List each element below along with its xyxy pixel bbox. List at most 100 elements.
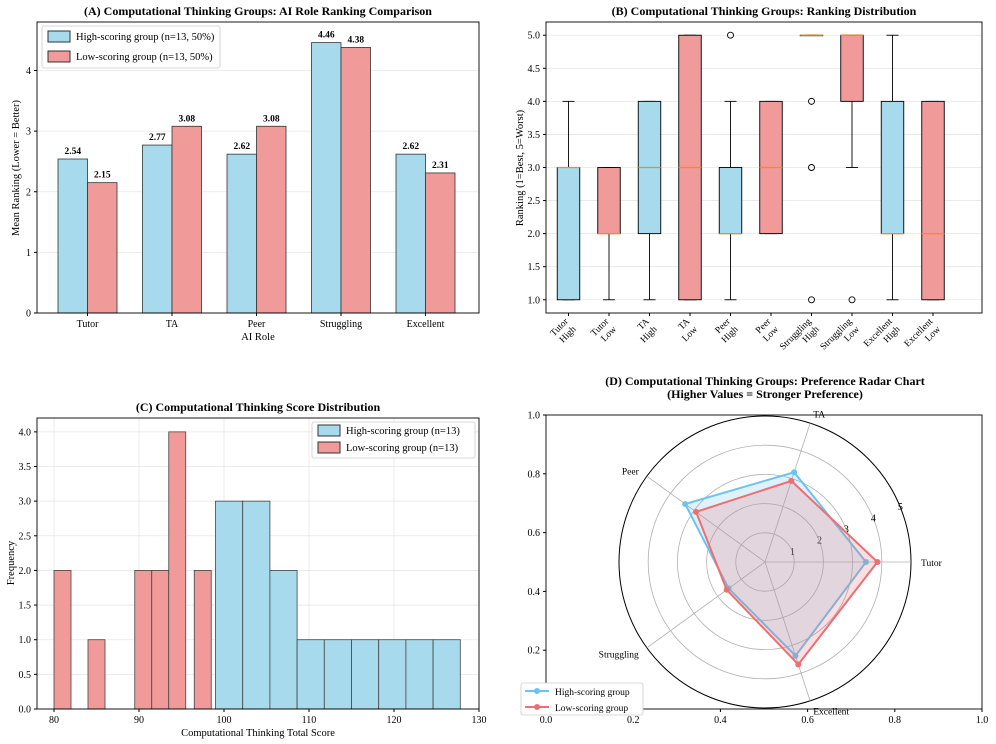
panel-d-frame: [545, 414, 983, 710]
panel-b-ylabel: Ranking (1=Best, 5=Worst): [515, 109, 526, 226]
radar-point-low: [788, 477, 795, 484]
bar-low: [171, 125, 202, 314]
radar-series-high: [683, 471, 868, 658]
hist-bar-high: [432, 639, 461, 710]
hist-bar-low: [151, 570, 170, 710]
panel-d-frame-ytick-label: 0.2: [528, 646, 541, 657]
box-low: [597, 167, 621, 235]
radar-ring-label: 4: [871, 513, 876, 524]
panel-d-frame-ytick-label: 0.6: [528, 528, 541, 539]
legend-label-low: Low-scoring group: [555, 704, 628, 714]
bar-low: [340, 47, 371, 314]
radar-spoke: [764, 423, 811, 563]
radar-ring-label: 2: [817, 536, 822, 547]
legend-label-high: High-scoring group (n=13): [346, 426, 460, 437]
legend-swatch-low: [317, 441, 341, 454]
panel-a-legend: High-scoring group (n=13, 50%) Low-scori…: [41, 25, 221, 69]
box-outlier: [808, 164, 815, 171]
radar-point-high: [863, 559, 870, 565]
radar-ring-label: 5: [898, 502, 903, 513]
radar-ring-label: 1: [790, 547, 795, 558]
panel-a-ytick-label: 2: [26, 187, 31, 198]
hist-bar-high: [215, 500, 244, 710]
hist-bar-high: [242, 500, 271, 710]
panel-d-frame-ytick-label: 1.0: [528, 411, 541, 422]
panel-a-xtick-label: Excellent: [407, 319, 445, 330]
bar-high: [311, 42, 342, 314]
bar-value-label: 4.46: [318, 31, 335, 41]
panel-d-frame-xtick-label: 0.4: [714, 715, 727, 726]
panel-c-xtick-label: 110: [302, 715, 317, 726]
bar-low: [425, 172, 456, 314]
panel-b-ytick-label: 5.0: [528, 31, 541, 42]
hist-bar-high: [405, 639, 434, 710]
panel-a-ylabel: Mean Ranking (Lower = Better): [11, 100, 22, 236]
legend-marker-low: [534, 704, 540, 710]
bar-value-label: 2.31: [432, 161, 449, 171]
legend-label-low: Low-scoring group (n=13, 50%): [76, 52, 213, 63]
panel-d-title: (D) Computational Thinking Groups: Prefe…: [605, 374, 925, 388]
panel-c-histogram: (C) Computational Thinking Score Distrib…: [6, 400, 487, 739]
panel-c-xtick-label: 120: [387, 715, 402, 726]
panel-a-frame: [36, 21, 480, 314]
box-high: [718, 167, 743, 235]
panel-d-frame-xtick-label: 0.2: [627, 715, 640, 726]
panel-d-frame-ytick-label: 0.4: [528, 587, 541, 598]
hist-bar-high: [296, 639, 325, 710]
bar-value-label: 2.62: [402, 142, 419, 152]
panel-c-legend: High-scoring group (n=13) Low-scoring gr…: [311, 421, 476, 459]
panel-a-ytick-label: 1: [26, 248, 31, 259]
panel-c-ytick-label: 0.0: [19, 705, 32, 716]
panel-a-bar-chart: (A) Computational Thinking Groups: AI Ro…: [11, 4, 480, 343]
hist-bar-high: [378, 639, 407, 710]
radar-ring-label: 3: [844, 524, 849, 535]
panel-b-ytick-label: 4.5: [528, 64, 541, 75]
radar-axis-label: Tutor: [921, 559, 943, 569]
radar-point-low: [723, 586, 730, 593]
panel-d-frame-xtick-label: 0.8: [889, 715, 902, 726]
radar-axis-label: Peer: [622, 467, 640, 477]
bar-value-label: 4.38: [347, 35, 364, 45]
panel-a-xtick-label: Tutor: [77, 319, 100, 330]
panel-c-ytick-label: 1.5: [19, 601, 32, 612]
legend-label-high: High-scoring group (n=13, 50%): [76, 32, 215, 43]
panel-c-ytick-label: 3.0: [19, 497, 32, 508]
bar-high: [395, 153, 426, 314]
panel-b-title: (B) Computational Thinking Groups: Ranki…: [612, 4, 917, 18]
panel-c-xtick-label: 80: [49, 715, 59, 726]
legend-label-high: High-scoring group: [555, 688, 630, 698]
legend-swatch-high: [47, 30, 71, 43]
panel-c-ytick-label: 4.0: [19, 427, 32, 438]
bar-low: [87, 182, 118, 314]
radar-point-high: [792, 652, 799, 659]
radar-spoke: [646, 561, 766, 649]
panel-a-xtick-label: Struggling: [320, 319, 362, 330]
panel-a-ytick-label: 0: [26, 309, 31, 320]
panel-c-ytick-label: 0.5: [19, 670, 32, 681]
panel-c-ytick-label: 2.5: [19, 531, 32, 542]
hist-bar-low: [53, 570, 72, 710]
radar-point-high: [791, 469, 798, 476]
panel-b-ytick-label: 2.0: [528, 229, 541, 240]
box-outlier: [727, 31, 734, 39]
box-low: [840, 34, 864, 102]
box-outlier: [808, 97, 815, 105]
box-outlier: [808, 296, 815, 304]
panel-a-title: (A) Computational Thinking Groups: AI Ro…: [84, 4, 432, 18]
radar-axis-label: TA: [813, 411, 825, 421]
legend-swatch-high: [317, 424, 341, 437]
panel-d-frame-ytick-label: 0.8: [528, 469, 541, 480]
hist-bar-high: [351, 639, 380, 710]
bar-value-label: 2.54: [64, 147, 81, 157]
hist-bar-low: [87, 639, 106, 710]
panel-d-legend: High-scoring group Low-scoring group: [520, 682, 644, 716]
radar-point-low: [795, 661, 802, 668]
radar-point-low: [693, 508, 700, 515]
radar-series-low: [694, 479, 879, 667]
radar-spoke: [764, 561, 811, 701]
panel-c-frame: [36, 417, 480, 710]
panel-b-ytick-label: 1.5: [528, 262, 541, 273]
bar-high: [142, 144, 173, 314]
panel-a-ytick-label: 3: [26, 127, 31, 138]
panel-c-xtick-label: 100: [217, 715, 232, 726]
